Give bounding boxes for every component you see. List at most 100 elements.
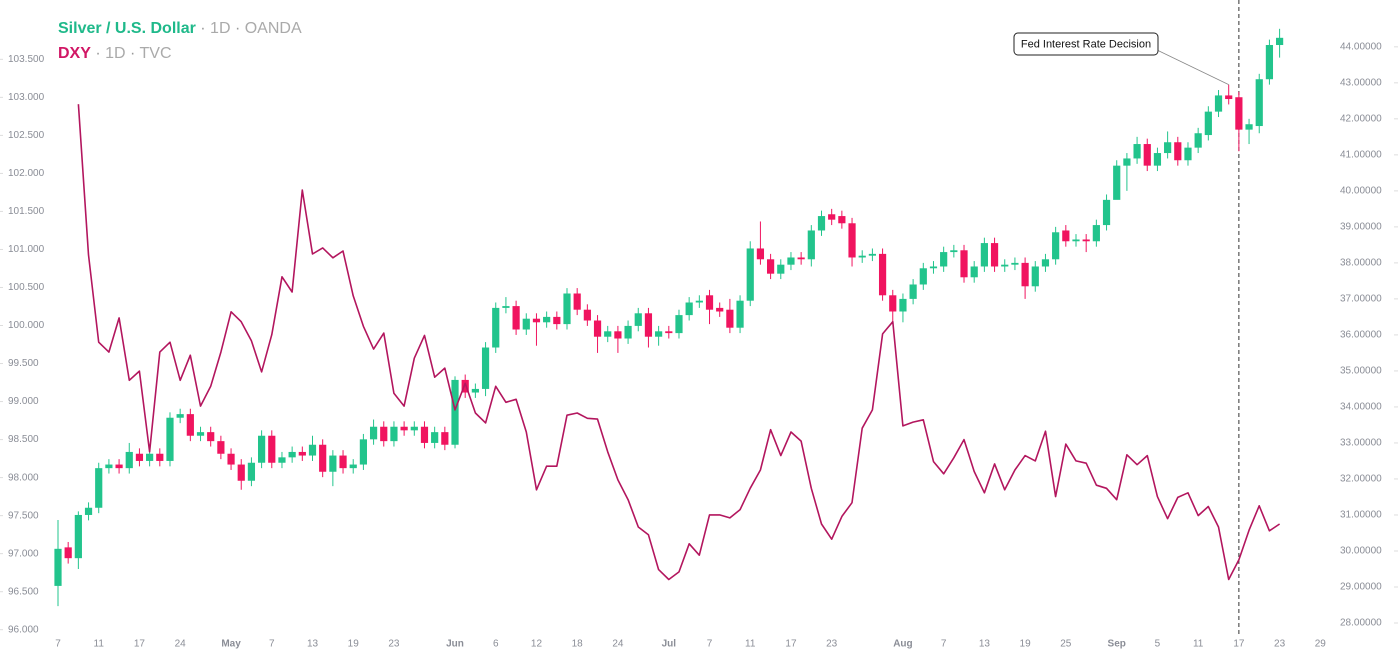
candle-body [797,257,805,260]
separator: · [196,20,210,37]
candle-body [644,313,653,337]
y-tick-label: 96.000 [8,624,39,635]
candle-body [1235,97,1243,130]
candle-body [756,248,765,260]
candle-body [746,248,754,301]
candle-body [685,302,693,316]
candle-body [929,266,938,269]
candle-body [1153,153,1162,166]
x-tick-label: 17 [1233,639,1245,650]
candle-body [237,464,245,481]
candle-body [705,295,714,310]
candle-body [227,453,235,465]
candle-body [298,451,306,456]
candle-body [1245,124,1253,130]
candle-body [909,284,917,299]
legend-interval: 1D [210,20,230,37]
x-tick-label: 18 [572,639,584,650]
y-tick-label: 102.000 [8,168,45,179]
candle-body [1001,264,1009,267]
candle-body [1072,239,1080,242]
candle-body [1021,262,1029,287]
candle-body [1082,239,1090,242]
x-tick-label: 11 [745,639,756,650]
y2-tick-label: 44.00000 [1340,41,1382,52]
candle-body [369,426,378,440]
candle-body [1143,144,1151,166]
candle-body [583,309,591,321]
candle-body [125,451,133,469]
candle-body [695,300,703,303]
candle-body [848,223,856,258]
candle-body [1225,95,1233,100]
y2-tick-label: 35.00000 [1340,366,1382,377]
candle-body [420,426,429,443]
x-tick-label: 5 [1155,639,1161,650]
candle-body [553,316,561,325]
candle-body [675,315,683,334]
y-tick-label: 97.500 [8,510,39,521]
x-tick-label: 11 [1193,639,1204,650]
y-tick-label: 103.500 [8,54,45,65]
x-tick-label: Aug [893,639,912,650]
candle-body [156,453,164,461]
candle-body [899,298,907,312]
candle-body [64,547,72,559]
x-tick-label: Jul [662,639,677,650]
candle-body [940,252,948,267]
y2-tick-label: 42.00000 [1340,113,1382,124]
annotation-box [1013,32,1159,56]
candle-body [1255,79,1263,127]
candle-body [665,331,673,334]
y2-tick-label: 32.00000 [1340,474,1382,485]
x-tick-label: 24 [612,639,624,650]
candle-body [54,548,62,586]
x-tick-label: 17 [134,639,146,650]
candle-body [481,347,490,389]
candle-body [858,255,866,258]
x-tick-label: 7 [55,639,61,650]
candle-body [349,464,357,469]
candle-body [105,464,113,469]
candle-body [176,414,184,418]
y2-tick-label: 31.00000 [1340,510,1382,521]
candle-body [716,307,724,312]
candle-body [563,293,571,325]
candle-body [166,417,174,461]
candle-body [1184,147,1192,161]
y2-tick-label: 29.00000 [1340,582,1382,593]
legend-dxy: DXY · 1D · TVC [58,45,172,62]
candle-body [380,426,388,442]
candle-body [1031,266,1039,287]
x-tick-label: 13 [307,639,319,650]
y-tick-label: 100.500 [8,282,45,293]
candle-body [1052,232,1060,260]
candle-body [807,230,815,260]
candle-body [196,432,205,436]
annotation-text: Fed Interest Rate Decision [1021,38,1151,50]
candle-body [573,293,581,310]
candle-body [512,306,520,330]
x-tick-label: 7 [707,639,713,650]
y2-tick-label: 34.00000 [1340,402,1382,413]
candle-body [359,439,367,465]
annotation-leader [1156,49,1229,85]
candle-body [919,268,927,285]
candle-body [492,307,500,348]
candle-body [736,300,744,328]
candle-body [1133,144,1141,159]
candle-body [1265,45,1274,80]
x-tick-label: 11 [94,639,105,650]
candle-body [624,325,632,339]
candle-body [390,426,398,442]
x-tick-label: 7 [941,639,947,650]
y-tick-label: 100.000 [8,320,45,331]
candle-body [461,379,469,393]
y-tick-label: 99.000 [8,396,39,407]
candle-body [1204,111,1212,136]
candle-body [278,457,286,463]
x-tick-label: 17 [785,639,797,650]
y2-tick-label: 38.00000 [1340,258,1382,269]
plot: 96.000 96.500 97.000 97.500 98.000 98.500 99.0… [0,0,1398,650]
candle-body [247,462,256,481]
